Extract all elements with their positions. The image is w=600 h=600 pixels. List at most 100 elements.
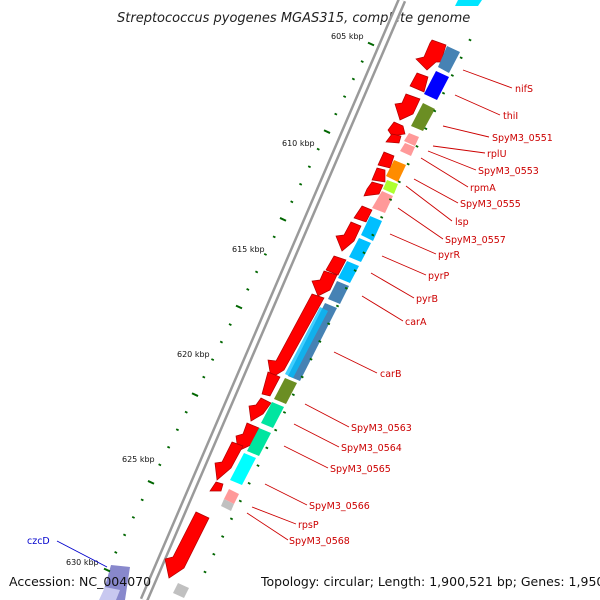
- major-tick: [103, 567, 111, 573]
- minor-tick: [202, 375, 206, 379]
- minor-tick: [450, 74, 454, 77]
- gene-box[interactable]: [274, 378, 297, 404]
- minor-tick: [459, 56, 463, 60]
- minor-tick: [309, 357, 313, 361]
- minor-tick: [291, 393, 295, 397]
- gene-box[interactable]: [173, 583, 189, 598]
- gene-label-carB[interactable]: carB: [380, 369, 401, 380]
- minor-tick: [229, 517, 234, 521]
- forward-strand-genes: [164, 39, 447, 579]
- minor-tick: [212, 552, 216, 556]
- gene-arrow[interactable]: [371, 167, 386, 183]
- leader-line: [420, 157, 469, 188]
- minor-tick: [441, 91, 446, 95]
- gene-label-SpyM3_0557[interactable]: SpyM3_0557: [445, 235, 506, 246]
- minor-tick: [327, 322, 331, 326]
- leader-line: [283, 445, 329, 469]
- gene-label-lsp[interactable]: lsp: [455, 217, 469, 228]
- minor-tick: [219, 340, 224, 344]
- gene-arrow[interactable]: [209, 481, 224, 492]
- gene-label-SpyM3_0565[interactable]: SpyM3_0565: [330, 464, 391, 475]
- gene-box[interactable]: [411, 103, 435, 131]
- gene-arrow[interactable]: [415, 39, 447, 71]
- gene-box[interactable]: [99, 587, 120, 600]
- gene-arrow[interactable]: [261, 371, 281, 397]
- scale-ticks: [103, 38, 472, 574]
- gene-box[interactable]: [230, 453, 256, 485]
- gene-box[interactable]: [383, 180, 398, 194]
- gene-box[interactable]: [338, 261, 359, 283]
- gene-label-thiI[interactable]: thiI: [503, 111, 518, 122]
- gene-arrow[interactable]: [164, 511, 210, 579]
- gene-label-rplU[interactable]: rplU: [487, 149, 507, 160]
- gene-box[interactable]: [438, 46, 460, 73]
- gene-label-SpyM3_0563[interactable]: SpyM3_0563: [351, 423, 412, 434]
- minor-tick: [166, 445, 171, 449]
- gene-arrow[interactable]: [363, 181, 384, 197]
- major-tick: [235, 304, 243, 310]
- gene-arrow[interactable]: [387, 121, 406, 137]
- gene-box[interactable]: [224, 489, 239, 504]
- gene-label-rpmA[interactable]: rpmA: [470, 183, 496, 194]
- gene-arrow[interactable]: [385, 133, 402, 144]
- top-gene-fragment[interactable]: [455, 0, 482, 6]
- gene-label-pyrR[interactable]: pyrR: [438, 250, 461, 261]
- minor-tick: [424, 127, 428, 131]
- minor-tick: [175, 428, 180, 432]
- gene-arrow[interactable]: [214, 441, 244, 481]
- gene-label-rpsP[interactable]: rpsP: [298, 520, 319, 531]
- gene-box[interactable]: [404, 133, 419, 146]
- gene-label-SpyM3_0568[interactable]: SpyM3_0568: [289, 536, 350, 547]
- minor-tick: [203, 570, 207, 574]
- leader-line: [432, 145, 486, 154]
- gene-label-nifS[interactable]: nifS: [515, 84, 533, 95]
- leader-line: [370, 272, 415, 299]
- leader-line: [293, 423, 340, 448]
- map-title: Streptococcus pyogenes MGAS315, complete…: [117, 11, 470, 26]
- genome-backbone: [139, 0, 407, 600]
- minor-tick: [300, 375, 304, 379]
- gene-arrow[interactable]: [394, 93, 421, 121]
- gene-box[interactable]: [221, 499, 234, 511]
- minor-tick: [335, 304, 340, 308]
- gene-box[interactable]: [372, 191, 393, 213]
- gene-box[interactable]: [424, 71, 449, 100]
- gene-box[interactable]: [261, 402, 284, 428]
- gene-box[interactable]: [400, 143, 415, 156]
- gene-box[interactable]: [349, 238, 371, 262]
- gene-label-SpyM3_0551[interactable]: SpyM3_0551: [492, 133, 553, 144]
- gene-label-carA[interactable]: carA: [405, 317, 427, 328]
- gene-label-SpyM3_0553[interactable]: SpyM3_0553: [478, 166, 539, 177]
- minor-tick: [316, 147, 320, 151]
- gene-box[interactable]: [285, 307, 328, 378]
- gene-label-SpyM3_0566[interactable]: SpyM3_0566: [309, 501, 370, 512]
- minor-tick: [131, 515, 136, 519]
- major-tick: [367, 41, 375, 47]
- leader-line: [56, 540, 108, 568]
- gene-arrow[interactable]: [335, 221, 362, 252]
- gene-arrow[interactable]: [248, 397, 272, 422]
- leader-line: [442, 125, 490, 138]
- gene-arrow[interactable]: [325, 255, 347, 276]
- gene-label-czcD[interactable]: czcD: [27, 536, 50, 547]
- gene-arrow[interactable]: [353, 205, 373, 223]
- gene-label-pyrP[interactable]: pyrP: [428, 271, 450, 282]
- minor-tick: [246, 288, 250, 291]
- minor-tick: [468, 38, 472, 42]
- scale-label-620: 620 kbp: [177, 350, 210, 359]
- gene-box[interactable]: [386, 160, 406, 182]
- minor-tick: [318, 340, 322, 343]
- minor-tick: [362, 251, 366, 255]
- minor-tick: [184, 410, 188, 414]
- gene-box[interactable]: [328, 281, 349, 304]
- minor-tick: [406, 162, 410, 166]
- gene-label-SpyM3_0564[interactable]: SpyM3_0564: [341, 443, 402, 454]
- gene-label-pyrB[interactable]: pyrB: [416, 294, 438, 305]
- genome-summary-text: Topology: circular; Length: 1,900,521 bp…: [260, 574, 600, 589]
- minor-tick: [334, 112, 338, 116]
- gene-label-SpyM3_0555[interactable]: SpyM3_0555: [460, 199, 521, 210]
- gene-arrow[interactable]: [409, 72, 429, 93]
- scale-label-610: 610 kbp: [282, 139, 315, 148]
- gene-box[interactable]: [247, 428, 271, 456]
- gene-box[interactable]: [361, 216, 382, 241]
